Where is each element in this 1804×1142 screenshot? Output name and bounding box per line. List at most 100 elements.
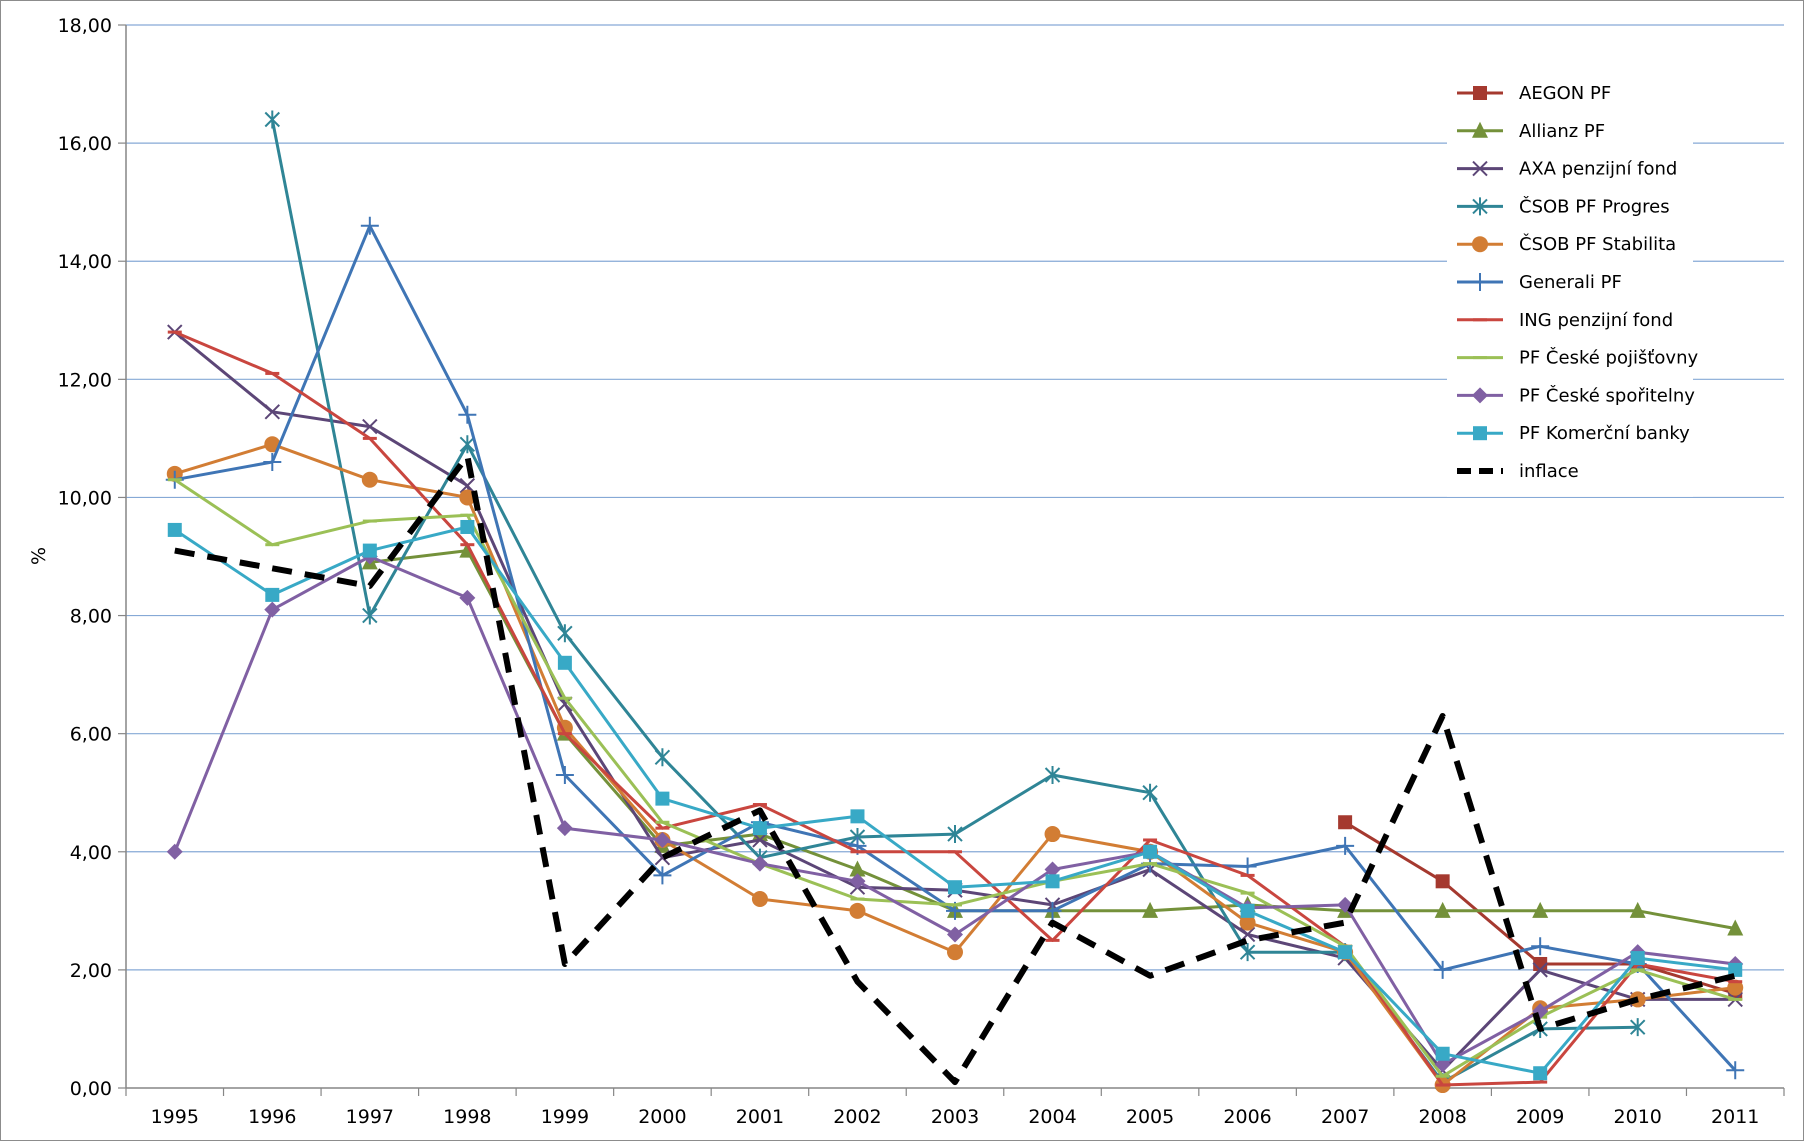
data-point — [1630, 951, 1645, 966]
data-point — [459, 489, 476, 506]
data-point — [459, 477, 476, 494]
data-point — [265, 587, 280, 602]
series-9 — [166, 548, 1744, 1073]
data-point — [751, 891, 768, 908]
data-point — [1727, 919, 1744, 936]
data-point — [1045, 874, 1060, 889]
data-point — [555, 766, 574, 785]
legend-label: ING penzijní fond — [1519, 310, 1673, 331]
data-point — [1239, 943, 1256, 962]
data-point — [947, 825, 963, 844]
y-tick-label: 16,00 — [58, 133, 112, 155]
x-tick-label: 1998 — [443, 1106, 491, 1128]
legend-label: PF České pojišťovny — [1519, 347, 1698, 369]
y-tick-label: 8,00 — [70, 606, 112, 628]
data-point — [1143, 844, 1158, 859]
legend-label: ČSOB PF Stabilita — [1519, 233, 1676, 255]
x-tick-label: 2005 — [1126, 1106, 1174, 1128]
data-point — [1532, 901, 1549, 918]
data-point — [361, 471, 378, 488]
legend-marker — [1472, 387, 1488, 404]
data-point — [752, 821, 767, 836]
data-point — [459, 435, 476, 454]
data-point — [1630, 1018, 1646, 1037]
data-point — [1142, 783, 1158, 802]
legend-label: Generali PF — [1519, 272, 1622, 293]
x-tick-label: 2000 — [638, 1106, 686, 1128]
data-point — [1044, 861, 1061, 878]
y-tick-label: 2,00 — [70, 960, 112, 982]
data-point — [653, 866, 672, 885]
data-point — [850, 809, 865, 824]
data-point — [459, 589, 476, 606]
legend-marker — [1471, 273, 1489, 291]
series-line — [173, 478, 1736, 1078]
legend-marker — [1473, 426, 1487, 441]
data-point — [264, 601, 281, 618]
x-tick-label: 2009 — [1516, 1106, 1564, 1128]
legend-item: inflace — [1457, 461, 1579, 482]
data-point — [751, 855, 768, 872]
series-5 — [166, 436, 1744, 1094]
data-point — [264, 404, 281, 420]
data-point — [849, 860, 866, 877]
y-tick-label: 12,00 — [58, 369, 112, 391]
data-point — [1336, 836, 1355, 855]
legend-label: ČSOB PF Progres — [1519, 195, 1670, 217]
legend-item: PF České pojišťovny — [1457, 347, 1698, 369]
data-point — [948, 880, 962, 895]
series-line — [174, 453, 1736, 1086]
data-point — [1728, 962, 1743, 977]
legend-label: inflace — [1519, 461, 1579, 482]
x-tick-label: 2008 — [1418, 1106, 1466, 1128]
series-line — [173, 555, 1736, 1066]
x-tick-label: 2002 — [833, 1106, 881, 1128]
legend-marker — [1472, 197, 1488, 216]
legend-item: PF Komerční banky — [1457, 423, 1690, 444]
data-point — [1435, 1046, 1450, 1061]
x-tick-label: 2010 — [1614, 1106, 1662, 1128]
data-point — [362, 606, 378, 625]
x-tick-label: 1996 — [248, 1106, 296, 1128]
x-tick-label: 1997 — [346, 1106, 394, 1128]
data-point — [1338, 815, 1353, 830]
data-point — [654, 831, 671, 848]
data-point — [1532, 962, 1548, 978]
y-tick-label: 6,00 — [70, 724, 112, 746]
y-tick-label: 14,00 — [58, 251, 112, 273]
legend-item: ČSOB PF Stabilita — [1457, 233, 1676, 255]
data-point — [1240, 903, 1255, 918]
y-axis-title: % — [28, 547, 50, 565]
legend-marker — [1472, 160, 1488, 177]
data-point — [460, 519, 475, 534]
legend-marker — [1473, 86, 1487, 100]
series-10 — [167, 519, 1743, 1081]
data-point — [849, 902, 866, 919]
legend-label: AXA penzijní fond — [1519, 159, 1677, 180]
series-line — [173, 525, 1736, 1075]
x-tick-label: 2007 — [1321, 1106, 1369, 1128]
legend-marker — [1472, 121, 1488, 138]
data-point — [1238, 857, 1257, 876]
data-point — [1434, 901, 1451, 918]
legend-item: Generali PF — [1457, 272, 1622, 293]
data-point — [557, 655, 572, 670]
data-point — [1044, 826, 1061, 843]
x-tick-label: 1995 — [151, 1106, 199, 1128]
axes: % 0,00 2,00 4,00 6,00 8,00 10,00 12,00 14,00 16,… — [28, 15, 1785, 1128]
legend-item: AEGON PF — [1457, 83, 1611, 104]
gridlines — [126, 24, 1784, 971]
y-tick-label: 0,00 — [70, 1078, 112, 1100]
y-tick-label: 10,00 — [58, 487, 112, 509]
data-point — [947, 926, 963, 943]
data-point — [557, 624, 573, 643]
y-tick-label: 4,00 — [70, 842, 112, 864]
legend-marker — [1472, 236, 1488, 253]
legend-label: PF České spořitelny — [1519, 384, 1695, 406]
legend-item: ING penzijní fond — [1457, 310, 1673, 331]
series-lines — [165, 110, 1745, 1094]
data-point — [167, 522, 182, 537]
series-8 — [167, 478, 1743, 1078]
